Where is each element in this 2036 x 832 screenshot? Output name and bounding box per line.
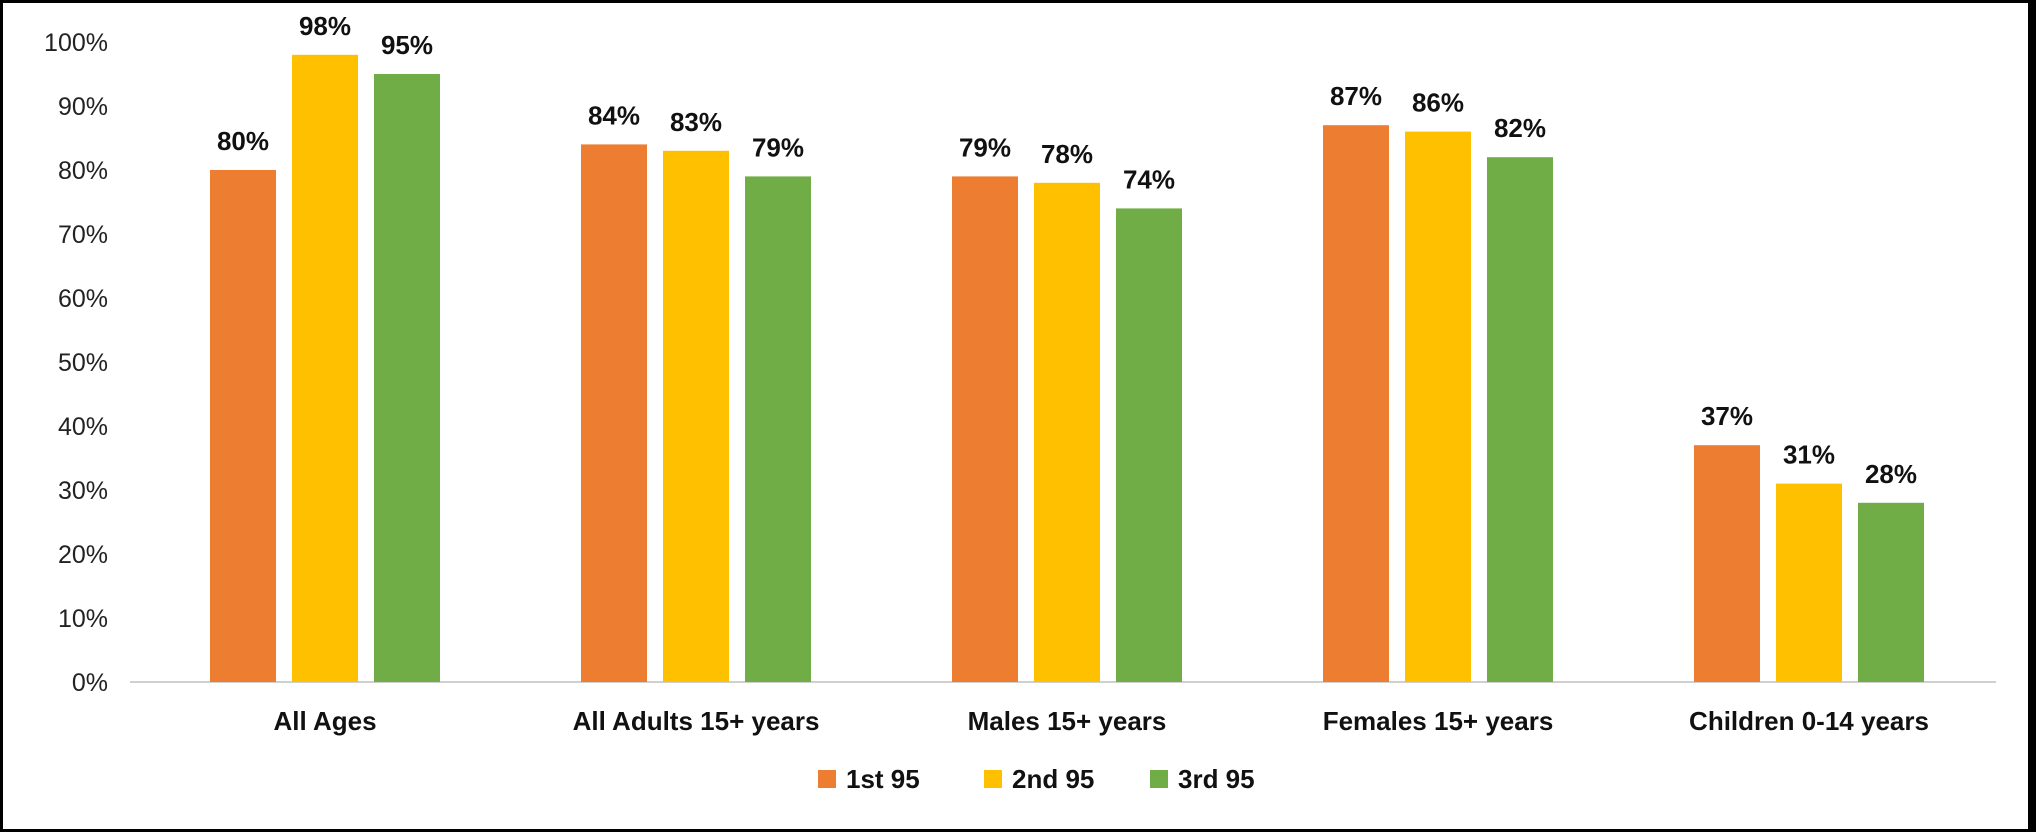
bar <box>663 150 729 683</box>
legend-swatch <box>818 770 836 788</box>
x-category-label: Females 15+ years <box>1323 706 1554 736</box>
legend-swatch <box>1150 770 1168 788</box>
legend-label: 3rd 95 <box>1178 764 1255 794</box>
y-tick-label: 70% <box>58 221 108 249</box>
bar <box>292 54 358 683</box>
data-label: 87% <box>1330 81 1382 111</box>
data-label: 28% <box>1865 459 1917 489</box>
bar <box>1116 208 1182 682</box>
bar <box>1487 157 1553 682</box>
bar <box>1405 131 1471 683</box>
y-tick-label: 100% <box>44 29 108 57</box>
data-label: 86% <box>1412 88 1464 118</box>
bar <box>1034 182 1100 683</box>
y-tick-label: 80% <box>58 157 108 185</box>
data-label: 79% <box>752 132 804 162</box>
legend-swatch <box>984 770 1002 788</box>
data-label: 83% <box>670 107 722 137</box>
data-label: 79% <box>959 132 1011 162</box>
y-tick-label: 40% <box>58 413 108 441</box>
bar <box>745 176 811 682</box>
y-tick-label: 50% <box>58 349 108 377</box>
bar <box>581 144 647 682</box>
bar <box>1858 502 1924 682</box>
bar <box>952 176 1018 682</box>
y-tick-label: 60% <box>58 285 108 313</box>
data-label: 84% <box>588 100 640 130</box>
bar <box>1323 125 1389 682</box>
x-category-label: All Adults 15+ years <box>573 706 820 736</box>
bar <box>1694 445 1760 682</box>
y-tick-label: 90% <box>58 93 108 121</box>
x-category-label: Children 0-14 years <box>1689 706 1929 736</box>
legend-label: 2nd 95 <box>1012 764 1094 794</box>
data-label: 98% <box>299 11 351 41</box>
data-label: 31% <box>1783 440 1835 470</box>
data-label: 82% <box>1494 113 1546 143</box>
data-label: 78% <box>1041 139 1093 169</box>
data-label: 37% <box>1701 401 1753 431</box>
x-category-label: Males 15+ years <box>968 706 1167 736</box>
y-tick-label: 0% <box>72 669 108 697</box>
bar <box>1776 483 1842 682</box>
data-label: 80% <box>217 126 269 156</box>
bar <box>210 170 276 682</box>
data-label: 95% <box>381 30 433 60</box>
bar <box>374 74 440 682</box>
x-category-label: All Ages <box>273 706 376 736</box>
data-label: 74% <box>1123 164 1175 194</box>
y-tick-label: 10% <box>58 605 108 633</box>
y-tick-label: 20% <box>58 541 108 569</box>
legend-label: 1st 95 <box>846 764 920 794</box>
y-tick-label: 30% <box>58 477 108 505</box>
